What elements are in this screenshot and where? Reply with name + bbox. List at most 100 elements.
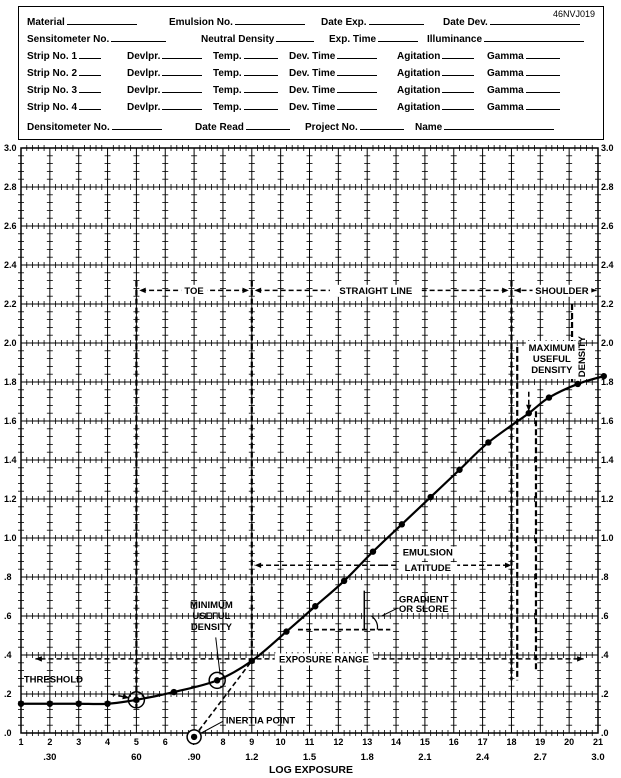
x-tick-label-log: .90 (187, 752, 200, 763)
strip-field[interactable] (79, 66, 102, 76)
max-useful-density-label: USEFUL (533, 354, 571, 365)
straight-line-arrow (381, 287, 509, 294)
date-dev-field[interactable] (489, 15, 580, 25)
max-useful-density-label: DENSITY (531, 365, 573, 376)
y-tick-label-left: 1.6 (4, 416, 17, 426)
arrow-head (505, 562, 512, 569)
straight-line-arrow (254, 287, 382, 294)
data-point (398, 521, 406, 528)
y-tick-label-left: 2.2 (4, 299, 17, 309)
exposure-range-arrow (35, 656, 310, 662)
label-bg (525, 341, 578, 379)
shoulder-label: SHOULDER (535, 286, 588, 297)
x-tick-label-log: 2.7 (534, 752, 547, 763)
gradient-label-2: OR SLORE (399, 604, 449, 615)
temp-field[interactable] (243, 100, 278, 110)
y-tick-label-left: 1.2 (4, 494, 17, 504)
temp-field[interactable] (243, 83, 278, 93)
devlpr-field[interactable] (162, 83, 203, 93)
dev-time-label: Dev. Time (289, 85, 336, 96)
min-useful-leader (215, 637, 221, 675)
y-tick-label-right: .8 (601, 572, 609, 582)
y-tick-label-right: 1.2 (601, 494, 614, 504)
agitation-field[interactable] (442, 83, 475, 93)
illuminance-field[interactable] (484, 32, 585, 42)
y-tick-label-right: 2.4 (601, 260, 614, 270)
strip-field[interactable] (79, 49, 102, 59)
devlpr-label: Devlpr. (127, 51, 161, 62)
strip-field[interactable] (79, 100, 102, 110)
agitation-field[interactable] (442, 49, 475, 59)
dev-time-field[interactable] (337, 83, 378, 93)
project-field[interactable] (359, 120, 404, 130)
sensitometer-field[interactable] (111, 32, 167, 42)
dev-time-field[interactable] (337, 49, 378, 59)
strip-field[interactable] (79, 83, 102, 93)
label-bg (329, 284, 422, 297)
x-tick-label-step: 2 (47, 737, 52, 747)
arrow-head (514, 287, 521, 294)
densitometer-label: Densitometer No. (27, 122, 110, 133)
x-tick-label-log: .30 (43, 752, 56, 763)
arrow-head (254, 287, 262, 294)
x-tick-label-step: 5 (134, 737, 139, 747)
gamma-field[interactable] (525, 83, 560, 93)
sensitometer-label: Sensitometer No. (27, 34, 110, 45)
date-read-field[interactable] (245, 120, 290, 130)
inertia-point-dot (190, 733, 198, 741)
x-tick-label-log: 3.0 (591, 752, 604, 763)
gamma-field[interactable] (525, 49, 560, 59)
inertia-point-label: INERTIA POINT (226, 715, 296, 726)
y-tick-label-right: 1.8 (601, 377, 614, 387)
temp-field[interactable] (243, 66, 278, 76)
devlpr-field[interactable] (162, 49, 203, 59)
arrow-head (35, 656, 42, 662)
gamma-field[interactable] (525, 66, 560, 76)
y-tick-label-right: .0 (601, 728, 609, 738)
data-point (46, 700, 54, 707)
x-tick-label-step: 6 (163, 737, 168, 747)
form-row-2: Sensitometer No. Neutral Density Exp. Ti… (27, 32, 595, 47)
dev-time-label: Dev. Time (289, 51, 336, 62)
agitation-field[interactable] (442, 100, 475, 110)
x-tick-label-log: 2.1 (418, 752, 432, 763)
x-tick-label-step: 13 (362, 737, 372, 747)
name-field[interactable] (444, 120, 555, 130)
x-tick-label-step: 8 (220, 737, 225, 747)
y-tick-label-right: .4 (601, 650, 609, 660)
dev-time-label: Dev. Time (289, 68, 336, 79)
temp-label: Temp. (213, 102, 242, 113)
gamma-field[interactable] (525, 100, 560, 110)
arrow-head (139, 287, 146, 294)
y-tick-label-left: .0 (4, 728, 12, 738)
devlpr-field[interactable] (162, 100, 203, 110)
agitation-label: Agitation (397, 68, 441, 79)
densitometer-field[interactable] (111, 120, 162, 130)
arrow-head (577, 656, 584, 662)
x-tick-label-step: 19 (535, 737, 545, 747)
gamma-label: Gamma (487, 51, 524, 62)
material-field[interactable] (66, 15, 137, 25)
label-bg (274, 653, 374, 666)
date-exp-field[interactable] (368, 15, 424, 25)
chart-axes: .0 .0 .2 .2 .4 .4 .6 .6 .8 .8 1.0 1.0 1.2 1.2 1.4 1.4 1.… (4, 143, 614, 763)
data-point (75, 700, 82, 707)
emulsion-label: Emulsion No. (169, 17, 233, 28)
dev-time-field[interactable] (337, 100, 378, 110)
neutral-density-field[interactable] (276, 32, 315, 42)
y-tick-label-right: 2.2 (601, 299, 614, 309)
agitation-field[interactable] (442, 66, 475, 76)
x-tick-label-log: 2.4 (476, 752, 490, 763)
data-point (312, 603, 319, 610)
emulsion-field[interactable] (234, 15, 305, 25)
x-tick-label-step: 21 (593, 737, 603, 747)
data-point (525, 410, 532, 417)
temp-field[interactable] (243, 49, 278, 59)
x-tick-label-step: 16 (449, 737, 459, 747)
strip-row: Strip No. 3 Devlpr. Temp. Dev. Time Agit… (27, 83, 595, 98)
dev-time-field[interactable] (337, 66, 378, 76)
devlpr-field[interactable] (162, 66, 203, 76)
exp-time-field[interactable] (378, 32, 419, 42)
y-tick-label-right: 1.4 (601, 455, 614, 465)
chart-annotations: TOE STRAIGHT LINE SHOULDER EMULSION LATITUDE… (24, 280, 597, 738)
